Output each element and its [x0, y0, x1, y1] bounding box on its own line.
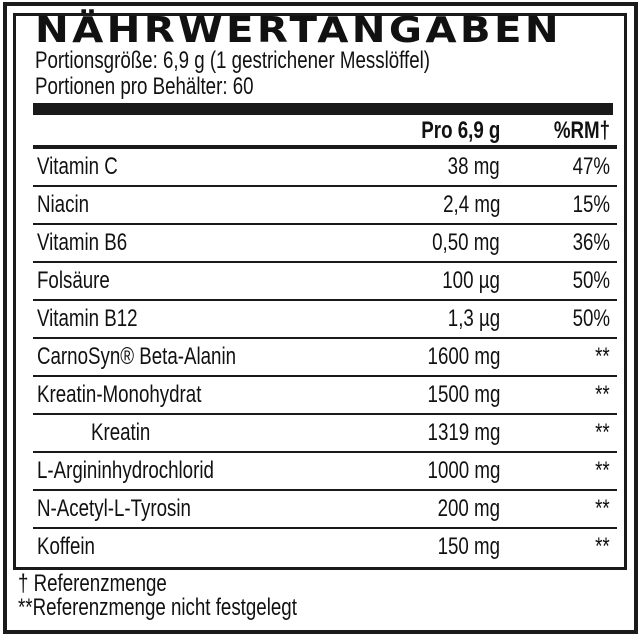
- nutrient-amount: 150 mg: [437, 533, 500, 560]
- nutrient-percent: **: [595, 343, 610, 370]
- nutrition-table: Pro 6,9 g %RM† Vitamin C 38 mg 47% Niacin 2,…: [33, 116, 617, 565]
- nutrient-percent: **: [595, 533, 610, 560]
- nutrient-amount: 1600 mg: [427, 343, 500, 370]
- label-title: NÄHRWERTANGABEN: [35, 10, 563, 51]
- label-outer-border: [3, 2, 638, 634]
- nutrient-amount: 100 µg: [442, 267, 500, 294]
- nutrient-name: Vitamin B12: [37, 305, 138, 332]
- nutrient-percent: 15%: [572, 191, 610, 218]
- table-row: Koffein 150 mg **: [33, 529, 617, 565]
- table-row: Niacin 2,4 mg 15%: [33, 187, 617, 225]
- table-row: N-Acetyl-L-Tyrosin 200 mg **: [33, 491, 617, 529]
- nutrient-name: Vitamin B6: [37, 229, 128, 256]
- nutrient-amount: 1500 mg: [427, 381, 500, 408]
- table-row: L-Argininhydrochlorid 1000 mg **: [33, 453, 617, 491]
- nutrient-name: Vitamin C: [37, 153, 118, 180]
- nutrient-percent: 50%: [572, 267, 610, 294]
- nutrient-percent: **: [595, 495, 610, 522]
- table-row: Vitamin B12 1,3 µg 50%: [33, 301, 617, 339]
- nutrient-amount: 1319 mg: [427, 419, 500, 446]
- nutrient-percent: **: [595, 381, 610, 408]
- nutrient-percent: **: [595, 419, 610, 446]
- nutrient-percent: 50%: [572, 305, 610, 332]
- table-row: Kreatin-Monohydrat 1500 mg **: [33, 377, 617, 415]
- nutrient-name: Niacin: [37, 191, 90, 218]
- thick-divider: [33, 103, 613, 115]
- nutrient-name: Folsäure: [37, 267, 110, 294]
- nutrient-name: N-Acetyl-L-Tyrosin: [37, 495, 191, 522]
- header-amount: Pro 6,9 g: [420, 117, 500, 144]
- header-percent: %RM†: [553, 117, 610, 144]
- footnote-not-set: **Referenzmenge nicht festgelegt: [18, 594, 297, 621]
- servings-per-container: Portionen pro Behälter: 60: [35, 73, 254, 100]
- table-row: Kreatin 1319 mg **: [33, 415, 617, 453]
- nutrient-name: Koffein: [37, 533, 95, 560]
- nutrient-amount: 2,4 mg: [442, 191, 500, 218]
- nutrient-name: CarnoSyn® Beta-Alanin: [37, 343, 237, 370]
- nutrient-amount: 38 mg: [447, 153, 500, 180]
- label-inner-border: [13, 13, 627, 570]
- table-row: Vitamin C 38 mg 47%: [33, 149, 617, 187]
- nutrient-name: Kreatin: [91, 419, 151, 446]
- nutrient-amount: 0,50 mg: [432, 229, 500, 256]
- nutrient-name: L-Argininhydrochlorid: [37, 457, 214, 484]
- footnote-reference: † Referenzmenge: [18, 570, 167, 597]
- table-row: Vitamin B6 0,50 mg 36%: [33, 225, 617, 263]
- nutrient-percent: **: [595, 457, 610, 484]
- table-row: CarnoSyn® Beta-Alanin 1600 mg **: [33, 339, 617, 377]
- nutrient-percent: 47%: [572, 153, 610, 180]
- nutrient-amount: 1,3 µg: [447, 305, 500, 332]
- nutrient-amount: 200 mg: [437, 495, 500, 522]
- nutrient-percent: 36%: [572, 229, 610, 256]
- nutrient-name: Kreatin-Monohydrat: [37, 381, 202, 408]
- serving-size: Portionsgröße: 6,9 g (1 gestrichener Mes…: [35, 47, 431, 74]
- nutrient-amount: 1000 mg: [427, 457, 500, 484]
- table-row: Folsäure 100 µg 50%: [33, 263, 617, 301]
- table-header: Pro 6,9 g %RM†: [33, 116, 617, 149]
